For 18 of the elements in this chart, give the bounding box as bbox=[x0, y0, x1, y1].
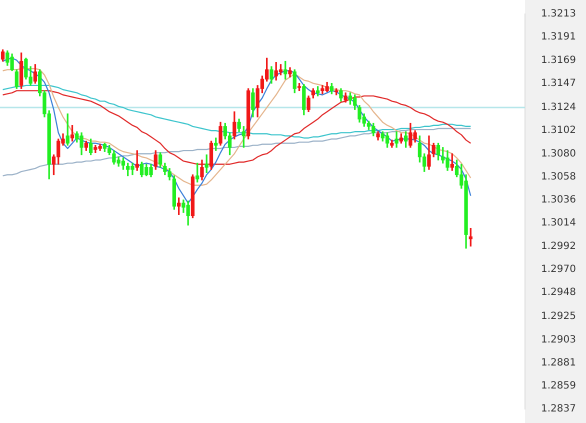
y-tick-label: 1.3147 bbox=[541, 78, 576, 89]
y-tick-label: 1.3014 bbox=[541, 218, 576, 229]
y-tick-label: 1.2859 bbox=[541, 380, 576, 392]
y-tick-label: 1.2903 bbox=[541, 334, 576, 346]
y-tick-label: 1.3102 bbox=[541, 125, 576, 136]
y-tick-label: 1.2925 bbox=[541, 311, 576, 322]
y-tick-label: 1.3058 bbox=[541, 171, 576, 182]
y-tick-label: 1.3213 bbox=[541, 8, 576, 20]
y-tick-label: 1.2992 bbox=[541, 240, 576, 252]
y-tick-label: 1.3169 bbox=[541, 54, 576, 66]
y-tick-label: 1.2948 bbox=[541, 286, 576, 298]
y-tick-label: 1.2970 bbox=[541, 264, 576, 275]
y-tick-label: 1.3080 bbox=[541, 148, 576, 160]
y-tick-label: 1.2837 bbox=[541, 404, 576, 415]
y-tick-label: 1.3124 bbox=[541, 102, 576, 114]
y-tick-label: 1.3191 bbox=[541, 32, 576, 43]
y-tick-label: 1.3036 bbox=[541, 194, 576, 206]
y-tick-label: 1.2881 bbox=[541, 357, 576, 368]
